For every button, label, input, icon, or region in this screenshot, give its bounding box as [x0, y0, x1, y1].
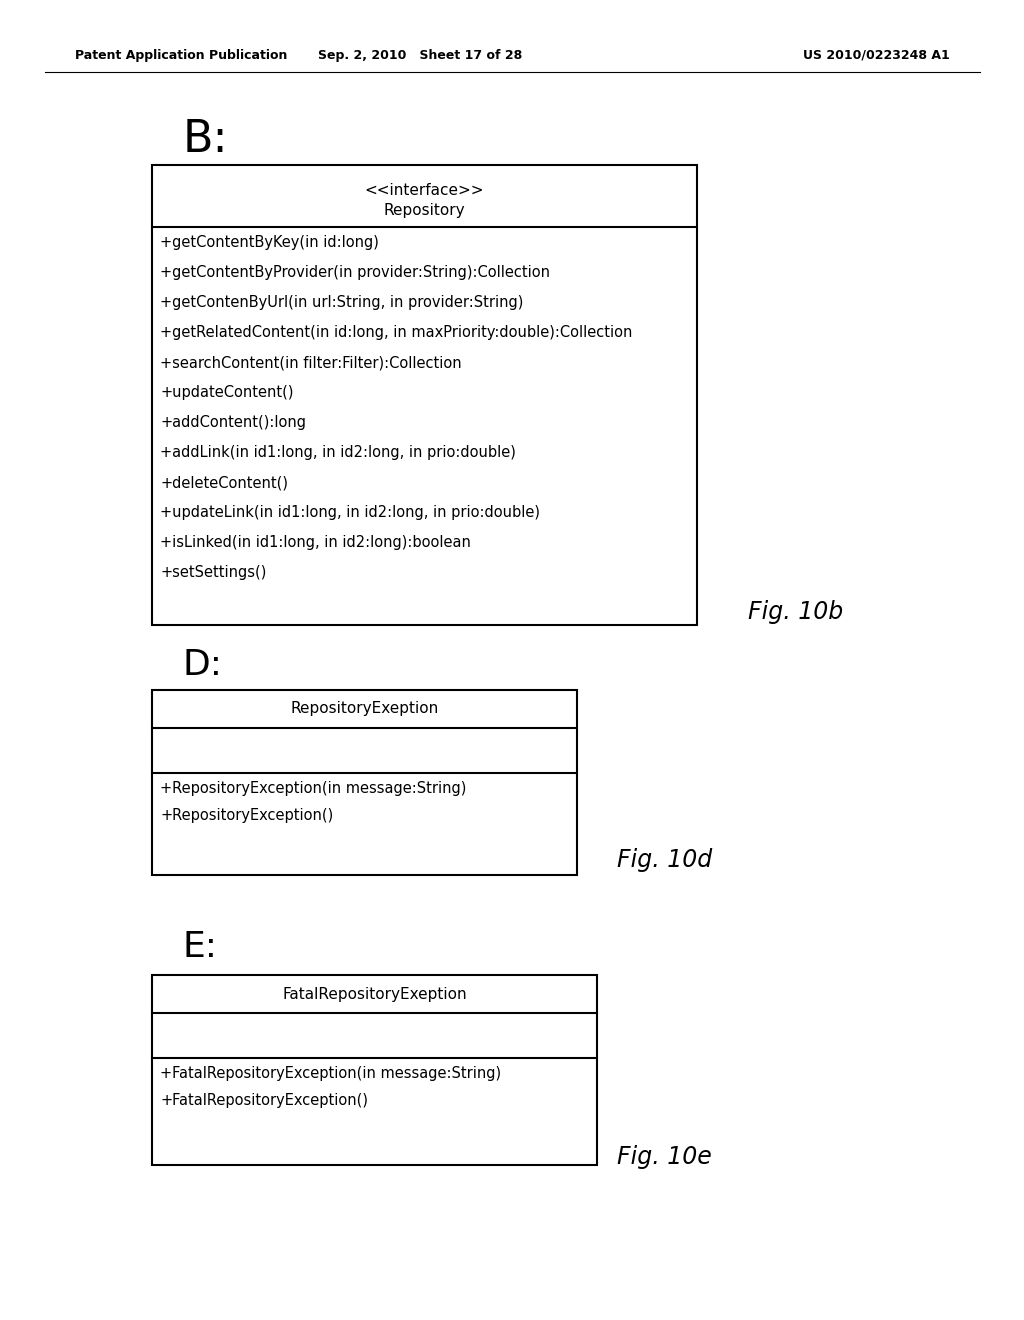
- Text: Patent Application Publication: Patent Application Publication: [75, 49, 288, 62]
- Text: +setSettings(): +setSettings(): [160, 565, 266, 579]
- Text: +searchContent(in filter:Filter):Collection: +searchContent(in filter:Filter):Collect…: [160, 355, 462, 370]
- Text: US 2010/0223248 A1: US 2010/0223248 A1: [803, 49, 950, 62]
- Text: Repository: Repository: [384, 203, 465, 218]
- Text: +updateLink(in id1:long, in id2:long, in prio:double): +updateLink(in id1:long, in id2:long, in…: [160, 506, 540, 520]
- Text: Fig. 10e: Fig. 10e: [617, 1144, 712, 1170]
- Text: +getContenByUrl(in url:String, in provider:String): +getContenByUrl(in url:String, in provid…: [160, 294, 523, 310]
- Text: +getContentByKey(in id:long): +getContentByKey(in id:long): [160, 235, 379, 249]
- Text: B:: B:: [183, 117, 228, 161]
- Text: +RepositoryException(): +RepositoryException(): [160, 808, 333, 822]
- Text: +updateContent(): +updateContent(): [160, 385, 294, 400]
- Text: E:: E:: [183, 931, 218, 964]
- Text: Sep. 2, 2010   Sheet 17 of 28: Sep. 2, 2010 Sheet 17 of 28: [317, 49, 522, 62]
- Bar: [152, 165, 697, 624]
- Text: +RepositoryException(in message:String): +RepositoryException(in message:String): [160, 781, 466, 796]
- Text: Fig. 10d: Fig. 10d: [617, 847, 713, 873]
- Text: +getRelatedContent(in id:long, in maxPriority:double):Collection: +getRelatedContent(in id:long, in maxPri…: [160, 325, 633, 341]
- Text: +getContentByProvider(in provider:String):Collection: +getContentByProvider(in provider:String…: [160, 265, 550, 280]
- Text: FatalRepositoryExeption: FatalRepositoryExeption: [283, 986, 467, 1002]
- Bar: [152, 975, 597, 1166]
- Text: +addLink(in id1:long, in id2:long, in prio:double): +addLink(in id1:long, in id2:long, in pr…: [160, 445, 516, 459]
- Text: +isLinked(in id1:long, in id2:long):boolean: +isLinked(in id1:long, in id2:long):bool…: [160, 535, 471, 550]
- Text: +FatalRepositoryException(in message:String): +FatalRepositoryException(in message:Str…: [160, 1067, 501, 1081]
- Text: RepositoryExeption: RepositoryExeption: [291, 701, 438, 717]
- Text: Fig. 10b: Fig. 10b: [748, 601, 843, 624]
- Text: +FatalRepositoryException(): +FatalRepositoryException(): [160, 1093, 368, 1107]
- Text: D:: D:: [183, 648, 223, 682]
- Text: <<interface>>: <<interface>>: [365, 183, 484, 198]
- Text: +deleteContent(): +deleteContent(): [160, 475, 288, 490]
- Text: +addContent():long: +addContent():long: [160, 414, 306, 430]
- Bar: [152, 690, 577, 875]
